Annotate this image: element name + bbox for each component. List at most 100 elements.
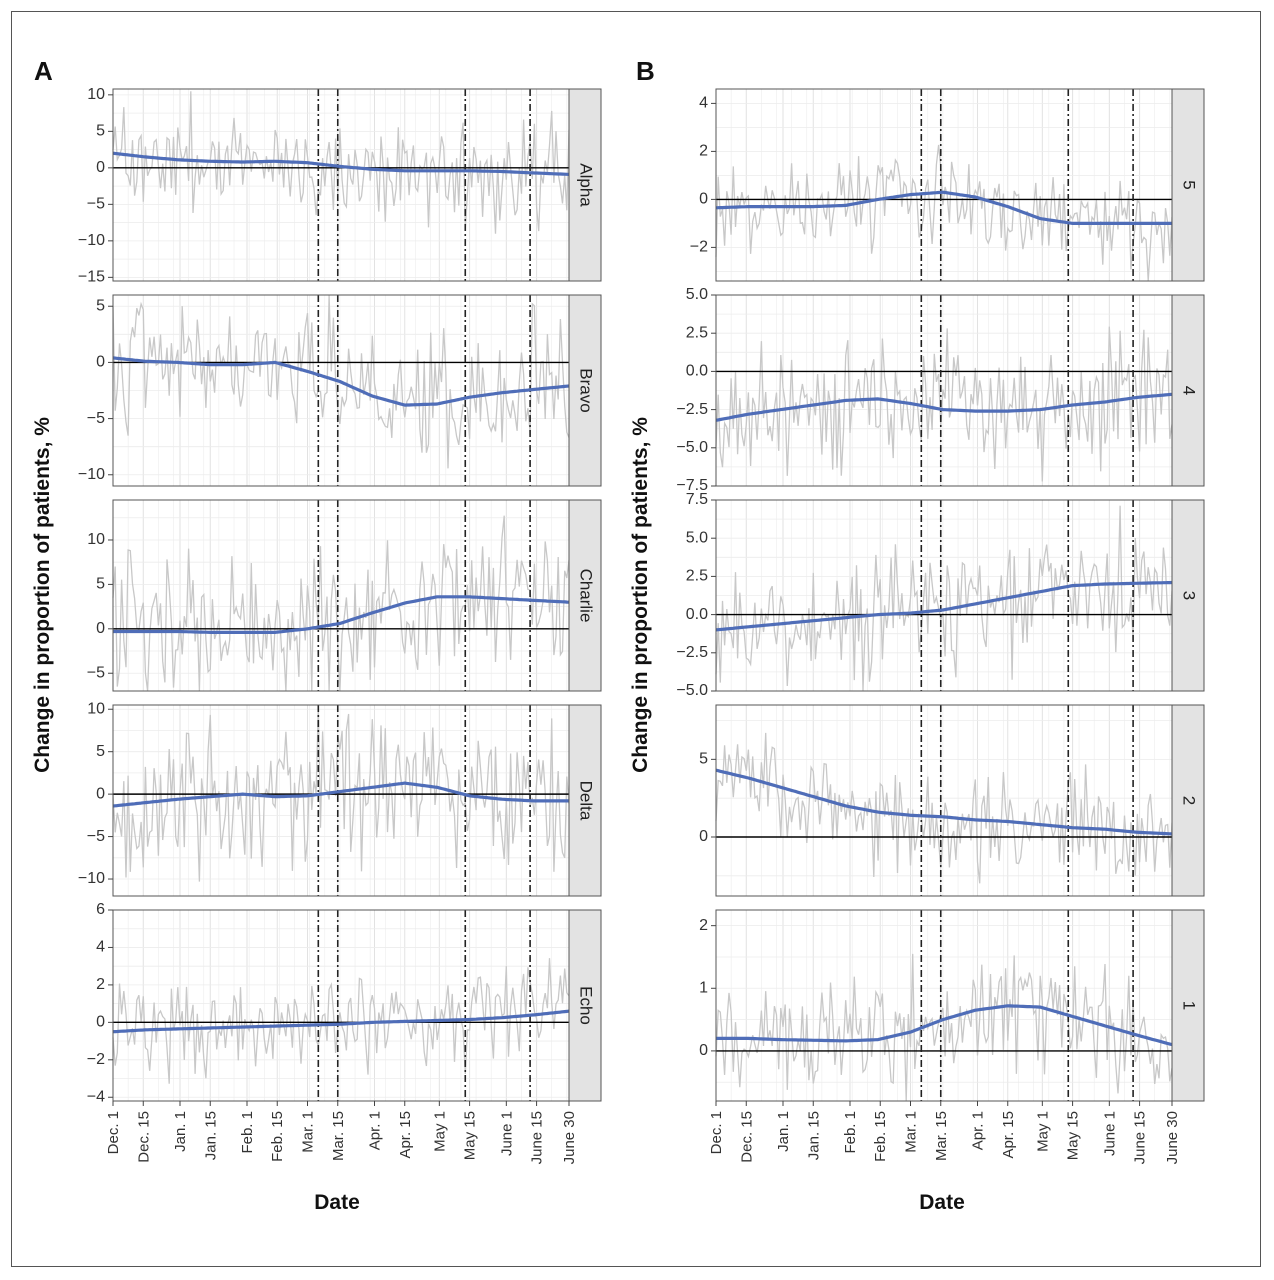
panel-a-facet-charlie-y-tick-label: 10 xyxy=(87,531,105,548)
panel-a-facet-echo-strip-label: Echo xyxy=(577,986,596,1025)
panel-a-facet-alpha-background xyxy=(113,89,569,281)
panel-b-facet-2-strip-label: 2 xyxy=(1180,796,1199,805)
panel-b-y-axis-title: Change in proportion of patients, % xyxy=(629,417,652,773)
panel-b-facet-2: 2 5 0 xyxy=(699,704,1205,897)
panel-a-facet-echo: Echo 6 4 2 0 −2 −4 xyxy=(87,901,602,1105)
panel-b-facet-2-daily-series xyxy=(715,732,1173,884)
panel-a-facet-echo-background xyxy=(113,910,569,1101)
panel-a-facet-bravo-smoothed-series xyxy=(112,356,570,407)
panel-a-letter: A xyxy=(34,56,53,86)
panel-a-facet-charlie-y-tick-label: 0 xyxy=(96,620,105,637)
panel-b-facet-2-smoothed-series xyxy=(715,768,1173,836)
panel-b-facet-1-background xyxy=(716,910,1172,1101)
panel-b-facet-5-y-tick-label: 4 xyxy=(699,95,708,112)
figure-frame xyxy=(11,11,1261,1267)
panel-a-facet-alpha-y-tick-label: −15 xyxy=(78,269,105,286)
panel-b-facet-5-y-tick-label: 0 xyxy=(699,191,708,208)
panel-b-x-tick-label: Mar. 1 xyxy=(903,1111,920,1153)
panel-b-facet-5-strip xyxy=(1171,88,1205,282)
panel-a-facet-delta-strip xyxy=(568,704,602,897)
panel-a-facet-echo-daily-series xyxy=(112,958,570,1084)
panel-b-facet-5-y-tick-label: −2 xyxy=(690,239,708,256)
panel-b-x-axis-title: Date xyxy=(919,1191,965,1214)
panel-b-facet-2-background xyxy=(716,705,1172,896)
panel-b-facet-1-smoothed-series xyxy=(716,1004,1173,1047)
panel-b-x-tick-label: Apr. 1 xyxy=(969,1111,986,1150)
panel-b-facet-3-y-tick-label: −5.0 xyxy=(676,682,708,699)
panel-b-facet-1-y-tick-label: 1 xyxy=(699,979,708,996)
panel-a-x-tick-label: Feb. 1 xyxy=(239,1111,256,1154)
panel-b-facet-2-y-tick-label: 0 xyxy=(699,828,708,845)
panel-a-facet-charlie-strip xyxy=(568,499,602,692)
panel-a-facet-delta-strip-label: Delta xyxy=(577,781,596,821)
panel-a-facet-echo-y-tick-label: 4 xyxy=(96,939,105,956)
panel-b-facet-1-strip xyxy=(1171,909,1205,1102)
panel-a-y-axis-title: Change in proportion of patients, % xyxy=(31,417,54,773)
panel-a-x-tick-label: Feb. 15 xyxy=(269,1111,286,1162)
panel-a-x-tick-label: May 15 xyxy=(462,1111,479,1160)
panel-a-x-tick-label: Mar. 1 xyxy=(300,1111,317,1153)
panel-b-facet-4-y-tick-label: −7.5 xyxy=(676,477,708,494)
panel-b-facet-1-strip-label: 1 xyxy=(1180,1001,1199,1010)
panel-b-letter: B xyxy=(636,56,655,86)
panel-a-facet-bravo-y-tick-label: 5 xyxy=(96,297,105,314)
panel-b-facet-2-y-tick-label: 5 xyxy=(699,751,708,768)
panel-b-facet-1-daily-series xyxy=(715,953,1173,1102)
panel-a-facet-alpha: Alpha 10 5 0 −5 −10 −15 xyxy=(78,86,602,286)
panel-a-x-tick-label: Mar. 15 xyxy=(330,1111,347,1161)
panel-a-facet-echo-y-tick-label: −4 xyxy=(87,1088,105,1105)
panel-a-facet-alpha-y-tick-label: 10 xyxy=(87,86,105,103)
panel-a-facet-delta-y-tick-label: 5 xyxy=(96,743,105,760)
panel-b-facet-1: 1 2 1 0 xyxy=(699,909,1205,1102)
panel-a-facet-alpha-y-tick-label: −5 xyxy=(87,196,105,213)
panel-b-facet-3-strip-label: 3 xyxy=(1180,591,1199,600)
panel-b-x-tick-label: Dec. 15 xyxy=(738,1111,755,1163)
panel-a-x-tick-label: Dec. 15 xyxy=(135,1111,152,1163)
panel-a-x-tick-label: May 1 xyxy=(431,1111,448,1152)
panel-a-facet-charlie-daily-series xyxy=(112,515,570,692)
panel-a-facet-bravo-strip-label: Bravo xyxy=(577,368,596,412)
panel-a-facet-charlie-y-tick-label: 5 xyxy=(96,576,105,593)
panel-b-facet-3-y-tick-label: 0.0 xyxy=(686,606,708,623)
panel-b-facet-3-smoothed-series xyxy=(715,580,1173,632)
panel-b-facet-5: 5 4 2 0 −2 xyxy=(690,88,1205,282)
panel-b-facet-5-y-tick-label: 2 xyxy=(699,143,708,160)
panel-b-x-tick-label: Dec. 1 xyxy=(708,1111,725,1154)
panel-a-facet-bravo-daily-series xyxy=(112,294,570,469)
panel-a-facet-delta-y-tick-label: −5 xyxy=(87,828,105,845)
panel-a-facet-alpha-daily-series xyxy=(112,91,570,234)
panel-b-facet-5-strip-label: 5 xyxy=(1180,180,1199,189)
panel-a-facet-delta: Delta 10 5 0 −5 −10 xyxy=(78,700,602,897)
panel-b-x-tick-label: May 1 xyxy=(1034,1111,1051,1152)
panel-a-facet-bravo-y-tick-label: −5 xyxy=(87,410,105,427)
panel-a-facet-bravo-y-tick-label: 0 xyxy=(96,354,105,371)
panel-a-facet-delta-y-tick-label: −10 xyxy=(78,870,105,887)
panel-a-facet-echo-strip xyxy=(568,909,602,1102)
panel-a-facet-bravo-y-tick-label: −10 xyxy=(78,466,105,483)
panel-b-facet-4-y-tick-label: 2.5 xyxy=(686,324,708,341)
panel-a-facet-bravo-strip xyxy=(568,294,602,487)
panel-b-facet-3: 3 7.5 5.0 2.5 0.0 −2.5 −5.0 xyxy=(676,491,1205,699)
panel-b-facet-4: 4 5.0 2.5 0.0 −2.5 −5.0 −7.5 xyxy=(676,286,1205,494)
panel-a-x-tick-label: June 1 xyxy=(498,1111,515,1156)
panel-b-facet-4-daily-series xyxy=(715,326,1173,482)
panel-a-facet-delta-y-tick-label: 0 xyxy=(96,785,105,802)
panel-b-facet-1-y-tick-label: 0 xyxy=(699,1042,708,1059)
panel-a-facet-charlie-smoothed-series xyxy=(113,595,570,635)
panel-b-x-tick-label: Jan. 15 xyxy=(805,1111,822,1160)
panel-a-x-tick-label: Dec. 1 xyxy=(105,1111,122,1154)
panel-b-facet-4-y-tick-label: 0.0 xyxy=(686,363,708,380)
panel-b-facet-4-y-tick-label: −5.0 xyxy=(676,439,708,456)
panel-b-facet-2-strip xyxy=(1171,704,1205,897)
panel-a-facet-echo-y-tick-label: 6 xyxy=(96,901,105,918)
panel-a-facet-alpha-strip xyxy=(568,88,602,282)
panel-b-facet-3-strip xyxy=(1171,499,1205,692)
panel-a-facet-charlie-y-tick-label: −5 xyxy=(87,664,105,681)
panel-b-facet-4-y-tick-label: −2.5 xyxy=(676,401,708,418)
panel-a-facet-alpha-strip-label: Alpha xyxy=(577,163,596,207)
panel-a-facet-charlie: Charlie 10 5 0 −5 xyxy=(87,499,602,692)
panel-a-facet-echo-y-tick-label: −2 xyxy=(87,1051,105,1068)
plot-area: Alpha1050−5−10−15Bravo50−5−10Charlie1050… xyxy=(78,86,1205,1164)
panel-a-facet-alpha-y-tick-label: 0 xyxy=(96,159,105,176)
